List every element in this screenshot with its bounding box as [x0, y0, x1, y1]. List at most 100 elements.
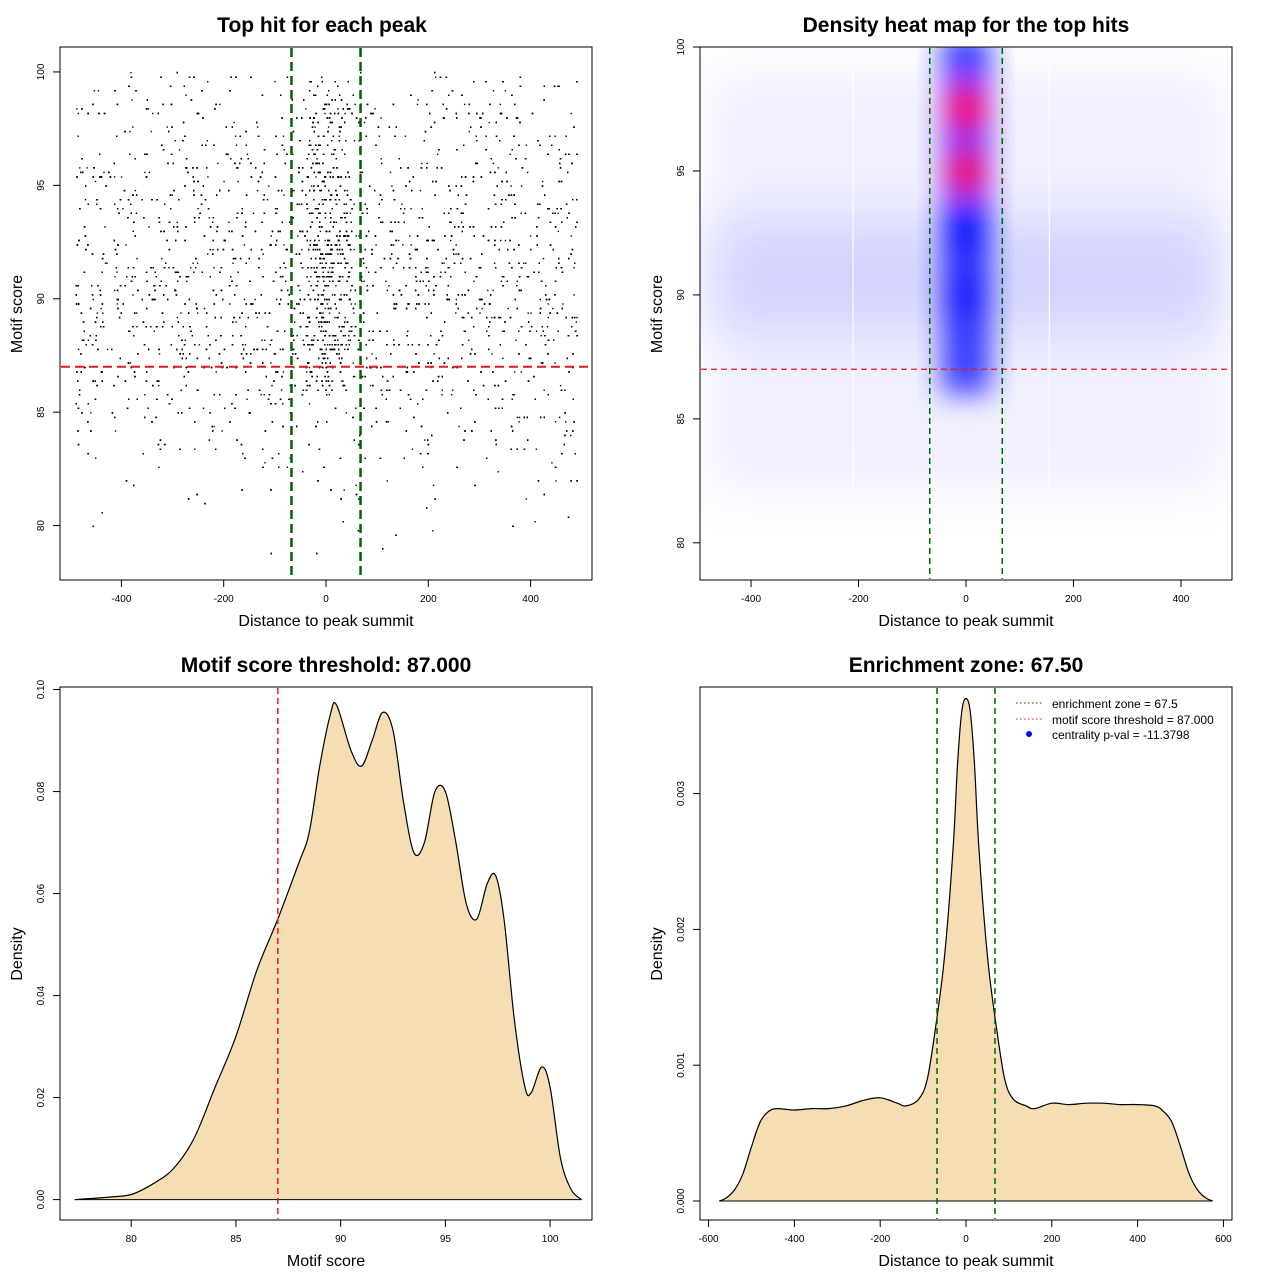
- scatter-point: [426, 162, 428, 165]
- scatter-point: [509, 153, 511, 155]
- scatter-point: [321, 262, 323, 264]
- scatter-point: [332, 271, 334, 273]
- scatter-point: [525, 144, 528, 146]
- scatter-point: [282, 371, 285, 373]
- scatter-point: [520, 212, 522, 214]
- scatter-point: [352, 362, 354, 364]
- scatter-point: [114, 289, 116, 292]
- scatter-point: [338, 135, 340, 137]
- scatter-point: [404, 208, 406, 210]
- scatter-point: [96, 312, 99, 314]
- scatter-point: [129, 362, 132, 364]
- scatter-point: [116, 271, 118, 273]
- scatter-point: [558, 416, 561, 419]
- scatter-point: [419, 189, 422, 192]
- scatter-point: [274, 208, 277, 210]
- scatter-point: [144, 394, 146, 396]
- scatter-point: [232, 262, 234, 264]
- y-axis-label: Motif score: [9, 275, 26, 353]
- scatter-point: [79, 167, 81, 169]
- scatter-point: [161, 257, 163, 260]
- scatter-point: [186, 280, 188, 282]
- scatter-point: [451, 394, 453, 396]
- scatter-point: [180, 312, 182, 314]
- scatter-point: [461, 316, 463, 319]
- scatter-point: [274, 81, 276, 83]
- scatter-point: [310, 276, 312, 278]
- scatter-point: [229, 303, 231, 305]
- scatter-point: [539, 298, 541, 301]
- scatter-point: [324, 353, 327, 355]
- scatter-point: [270, 362, 272, 364]
- scatter-point: [347, 339, 350, 341]
- scatter-point: [365, 267, 368, 269]
- scatter-point: [132, 126, 134, 128]
- scatter-point: [547, 316, 549, 319]
- scatter-point: [215, 371, 217, 373]
- scatter-point: [572, 199, 574, 201]
- scatter-point: [337, 262, 339, 264]
- scatter-point: [157, 384, 160, 387]
- scatter-point: [305, 335, 307, 337]
- scatter-point: [296, 335, 298, 337]
- scatter-point: [77, 135, 79, 137]
- scatter-point: [542, 257, 545, 260]
- scatter-point: [488, 121, 490, 124]
- scatter-point: [491, 353, 493, 355]
- scatter-point: [512, 394, 514, 396]
- scatter-point: [320, 294, 323, 296]
- scatter-point: [385, 280, 387, 282]
- scatter-point: [475, 135, 477, 137]
- scatter-point: [134, 189, 137, 192]
- scatter-point: [500, 280, 503, 282]
- scatter-point: [331, 380, 334, 382]
- scatter-point: [235, 321, 237, 323]
- scatter-point: [329, 267, 331, 269]
- scatter-point: [371, 353, 373, 355]
- scatter-point: [309, 140, 311, 142]
- scatter-point: [279, 276, 282, 278]
- scatter-point: [223, 180, 225, 183]
- scatter-point: [283, 194, 285, 196]
- scatter-point: [353, 248, 355, 251]
- scatter-point: [348, 235, 350, 237]
- scatter-point: [331, 140, 333, 142]
- scatter-point: [344, 348, 346, 351]
- scatter-point: [235, 144, 238, 146]
- scatter-point: [310, 185, 313, 187]
- scatter-point: [84, 366, 86, 369]
- scatter-point: [353, 312, 355, 314]
- scatter-point: [208, 217, 211, 219]
- scatter-point: [95, 457, 97, 459]
- scatter-point: [305, 108, 307, 110]
- scatter-point: [194, 448, 196, 450]
- scatter-point: [233, 121, 235, 124]
- scatter-point: [458, 425, 460, 428]
- scatter-point: [460, 221, 463, 223]
- scatter-point: [122, 208, 124, 210]
- scatter-point: [341, 380, 343, 382]
- scatter-point: [264, 462, 266, 464]
- scatter-point: [410, 244, 412, 246]
- scatter-point: [358, 235, 360, 237]
- scatter-point: [450, 239, 452, 242]
- scatter-point: [130, 71, 132, 74]
- scatter-point: [411, 448, 414, 450]
- scatter-point: [297, 235, 299, 237]
- scatter-point: [104, 226, 106, 228]
- scatter-point: [450, 221, 452, 223]
- scatter-point: [174, 140, 176, 142]
- scatter-point: [120, 176, 123, 178]
- scatter-point: [570, 112, 572, 115]
- scatter-point: [148, 226, 150, 228]
- scatter-point: [125, 244, 127, 246]
- scatter-point: [319, 230, 322, 233]
- scatter-point: [147, 108, 150, 110]
- scatter-point: [344, 335, 347, 337]
- scatter-point: [397, 239, 400, 242]
- scatter-point: [468, 339, 470, 341]
- scatter-point: [353, 140, 356, 142]
- scatter-point: [432, 484, 435, 487]
- scatter-point: [492, 162, 495, 165]
- scatter-point: [392, 244, 395, 246]
